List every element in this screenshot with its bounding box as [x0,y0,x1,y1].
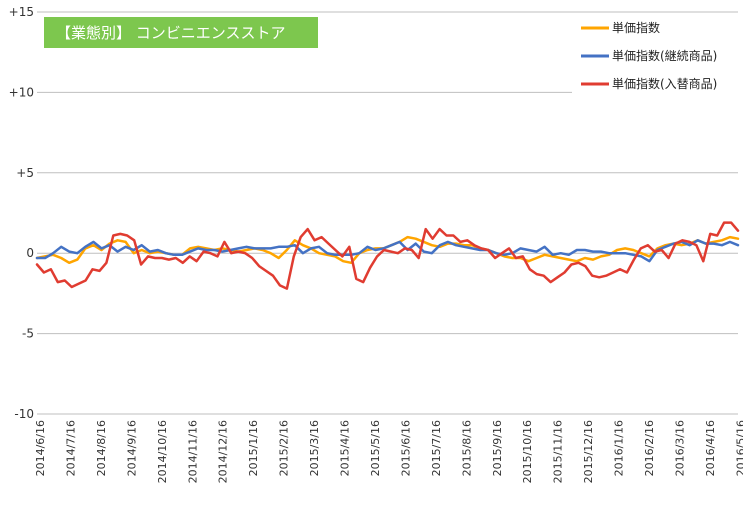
chart-title: 【業態別】 コンビニエンスストア [56,24,285,42]
series-line-continuing [35,239,740,263]
x-tick-label: 2016/5/16 [734,420,743,476]
x-tick-label: 2015/6/16 [399,420,412,476]
y-tick-label: 0 [26,246,34,260]
x-tick-label: 2015/1/16 [247,420,260,476]
legend-label-unit-price: 単価指数 [612,20,660,35]
x-tick-label: 2015/3/16 [308,420,321,476]
legend-label-continuing: 単価指数(継続商品) [612,48,717,63]
chart-title-box: 【業態別】 コンビニエンスストア [44,17,318,48]
x-tick-label: 2014/7/16 [64,420,77,476]
x-tick-label: 2015/5/16 [369,420,382,476]
series-lines [35,221,740,290]
x-tick-label: 2014/6/16 [34,420,47,476]
legend-label-replacement: 単価指数(入替商品) [612,76,717,91]
y-tick-label: +10 [9,85,34,99]
x-tick-label: 2015/12/16 [582,420,595,483]
x-tick-label: 2014/8/16 [95,420,108,476]
series-line-replacement [35,221,740,290]
x-tick-label: 2015/10/16 [521,420,534,483]
x-tick-label: 2016/1/16 [613,420,626,476]
x-tick-label: 2015/8/16 [460,420,473,476]
x-tick-label: 2015/4/16 [339,420,352,476]
x-tick-label: 2015/2/16 [278,420,291,476]
x-tick-label: 2014/10/16 [156,420,169,483]
x-tick-label: 2015/11/16 [552,420,565,483]
x-tick-label: 2016/3/16 [673,420,686,476]
y-tick-label: +5 [16,166,34,180]
y-axis-ticks: +15 +10 +5 0 -5 -10 [9,5,34,421]
x-tick-label: 2016/2/16 [643,420,656,476]
chart-title-background [44,17,318,48]
x-tick-label: 2014/12/16 [217,420,230,483]
x-tick-label: 2015/9/16 [491,420,504,476]
x-axis-ticks: 2014/6/16 2014/7/16 2014/8/16 2014/9/16 2014… [34,420,743,483]
x-tick-label: 2015/7/16 [430,420,443,476]
y-tick-label: +15 [9,5,34,19]
x-tick-label: 2014/11/16 [186,420,199,483]
y-tick-label: -10 [14,407,34,421]
legend: 単価指数 単価指数(継続商品) 単価指数(入替商品) [572,17,738,95]
y-tick-label: -5 [22,327,34,341]
x-tick-label: 2016/4/16 [704,420,717,476]
x-tick-label: 2014/9/16 [125,420,138,476]
